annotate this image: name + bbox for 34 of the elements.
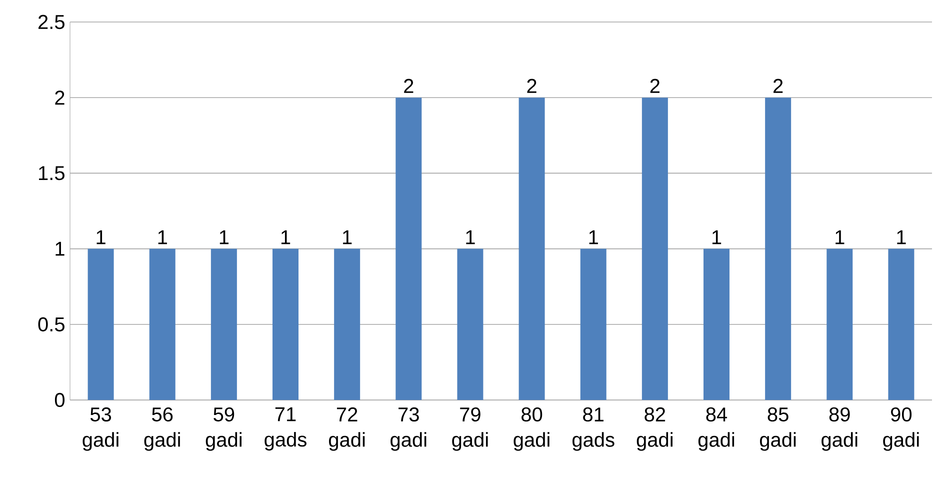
y-tick-label: 0.5 xyxy=(38,317,64,332)
x-tick-label: 89 gadi xyxy=(822,407,858,451)
y-tick-label: 2 xyxy=(55,90,64,105)
data-label: 1 xyxy=(158,230,167,244)
x-tick-label: 53 gadi xyxy=(82,407,118,451)
x-tick-label: 73 gadi xyxy=(390,407,426,451)
x-tick-label: 79 gadi xyxy=(452,407,488,451)
data-label: 1 xyxy=(836,230,844,244)
x-tick-label: 84 gadi xyxy=(698,407,734,451)
data-label: 1 xyxy=(589,230,598,244)
data-label: 1 xyxy=(343,230,352,244)
x-tick-label: 71 gads xyxy=(264,407,306,451)
data-label: 2 xyxy=(404,78,414,93)
data-label: 1 xyxy=(466,230,475,244)
x-tick-label: 56 gadi xyxy=(144,407,180,451)
data-label: 1 xyxy=(897,230,906,244)
data-label: 1 xyxy=(712,230,722,244)
y-tick-label: 1 xyxy=(56,242,64,256)
x-tick-label: 80 gadi xyxy=(514,407,550,451)
data-label: 1 xyxy=(96,230,106,244)
data-label: 1 xyxy=(281,230,290,244)
x-tick-label: 82 gadi xyxy=(636,407,672,451)
data-label: 2 xyxy=(774,78,783,93)
x-tick-label: 81 gads xyxy=(572,407,614,451)
x-tick-label: 72 gadi xyxy=(329,407,365,451)
data-label: 2 xyxy=(527,78,536,93)
y-tick-label: 0 xyxy=(54,392,65,408)
x-tick-label: 85 gadi xyxy=(760,407,796,451)
data-label: 2 xyxy=(650,78,660,93)
y-tick-label: 1.5 xyxy=(39,166,64,180)
y-tick-label: 2.5 xyxy=(38,14,64,30)
x-tick-label: 59 gadi xyxy=(206,407,242,451)
data-label: 1 xyxy=(220,230,229,244)
x-tick-label: 90 gadi xyxy=(883,407,919,451)
